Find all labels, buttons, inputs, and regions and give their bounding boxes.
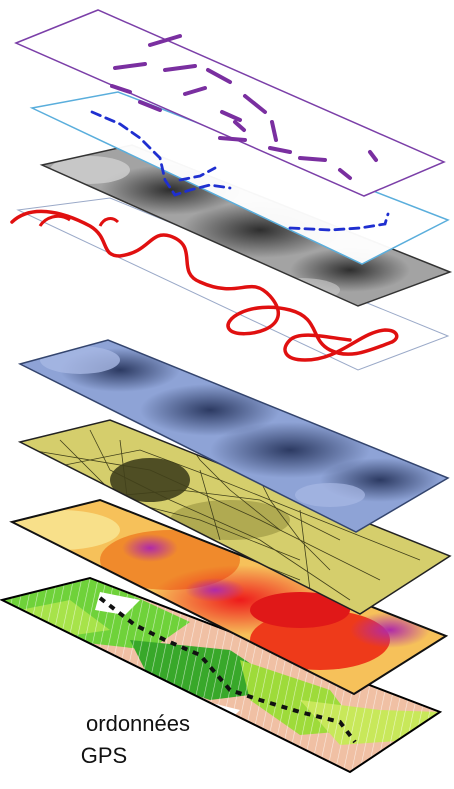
red-trajectory-trace [10,209,399,362]
purple-trajectory-layer [14,9,446,197]
gps-coordinates-caption: ordonnées GPS [0,708,190,772]
blue-trajectory-layer [29,91,450,265]
purple-trajectory-trace [110,34,378,180]
caption-line-1: ordonnées [86,711,190,736]
land-use-trace [98,596,357,744]
blue-trajectory-trace [90,110,390,232]
caption-line-2: GPS [80,743,128,768]
red-trajectory-layer [10,197,450,371]
